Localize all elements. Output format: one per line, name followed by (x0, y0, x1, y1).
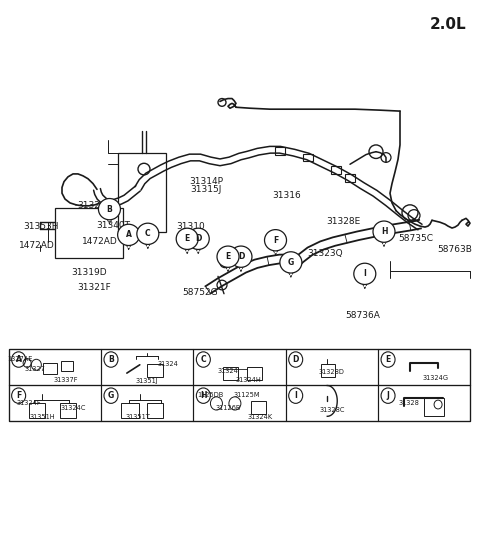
Text: 31327: 31327 (24, 366, 45, 372)
Bar (345, 174, 355, 182)
Bar (424, 398, 444, 416)
Circle shape (217, 246, 239, 267)
Bar (29, 404, 45, 418)
Circle shape (230, 246, 252, 267)
Text: 31324: 31324 (218, 368, 239, 374)
Bar (121, 403, 139, 418)
Text: 31328: 31328 (399, 400, 420, 406)
Text: 31324K: 31324K (247, 414, 272, 420)
Text: 31324C: 31324C (60, 405, 86, 411)
Text: 31324H: 31324H (236, 377, 262, 383)
Text: E: E (185, 234, 190, 243)
Bar (303, 153, 313, 161)
Bar (9, 349, 101, 384)
Bar (247, 367, 262, 380)
Text: 58736A: 58736A (346, 311, 381, 320)
Bar (147, 364, 163, 377)
Bar (378, 384, 470, 421)
Text: A: A (126, 230, 132, 239)
Text: E: E (385, 355, 391, 364)
Text: C: C (145, 229, 151, 238)
Circle shape (264, 229, 287, 251)
Circle shape (98, 199, 120, 220)
Text: B: B (107, 205, 112, 213)
Circle shape (118, 224, 140, 245)
Bar (101, 349, 193, 384)
Text: I: I (363, 270, 366, 278)
Text: G: G (108, 391, 114, 400)
Bar (43, 363, 57, 374)
Text: 31321F: 31321F (78, 283, 111, 292)
Bar (147, 403, 163, 418)
Text: F: F (16, 391, 21, 400)
Text: 31351T: 31351T (125, 414, 150, 420)
Text: D: D (195, 234, 202, 243)
Bar (331, 166, 341, 174)
Text: 31340T: 31340T (96, 221, 130, 230)
Bar (286, 349, 378, 384)
Text: 58763B: 58763B (437, 245, 472, 254)
Text: 58735C: 58735C (398, 234, 433, 243)
Text: 31353H: 31353H (23, 222, 59, 231)
Text: H: H (200, 391, 206, 400)
Text: 31328E: 31328E (326, 217, 360, 226)
Text: 31351J: 31351J (136, 378, 158, 384)
Text: H: H (381, 227, 387, 236)
Text: 31319D: 31319D (71, 268, 107, 277)
Bar (286, 384, 378, 421)
Text: 1472AD: 1472AD (82, 237, 117, 246)
Bar (251, 400, 265, 414)
Text: 31328D: 31328D (319, 370, 345, 376)
Text: E: E (226, 252, 230, 261)
Bar (61, 361, 73, 371)
Circle shape (176, 228, 198, 250)
Text: 31328C: 31328C (319, 407, 345, 413)
Bar (321, 364, 335, 377)
Text: 31328K: 31328K (78, 201, 112, 211)
Text: 1125DB: 1125DB (197, 393, 223, 399)
Text: J: J (386, 391, 389, 400)
Text: I: I (294, 391, 297, 400)
Bar (193, 384, 286, 421)
Text: 58752G: 58752G (183, 288, 218, 297)
Circle shape (354, 263, 376, 284)
Text: 31351H: 31351H (29, 414, 55, 420)
Text: 31315J: 31315J (191, 185, 222, 194)
Text: 31125M: 31125M (234, 393, 260, 399)
Circle shape (137, 223, 159, 244)
Text: D: D (292, 355, 299, 364)
Text: B: B (108, 355, 114, 364)
Text: 31126B: 31126B (216, 405, 241, 411)
Bar (223, 367, 238, 380)
Text: 31323Q: 31323Q (307, 249, 343, 257)
Bar (9, 349, 470, 421)
Text: 31324: 31324 (157, 361, 178, 367)
Bar (101, 384, 193, 421)
Text: A: A (16, 355, 22, 364)
Bar (193, 349, 286, 384)
Text: 2.0L: 2.0L (430, 18, 466, 32)
Circle shape (187, 228, 209, 250)
Text: G: G (288, 258, 294, 267)
Text: 31310: 31310 (177, 222, 205, 231)
Circle shape (373, 221, 395, 243)
Bar (378, 349, 470, 384)
Bar (9, 384, 101, 421)
Text: F: F (273, 236, 278, 245)
Bar (60, 404, 76, 418)
Text: 31324G: 31324G (422, 375, 448, 381)
Text: 31314P: 31314P (190, 177, 223, 186)
Text: D: D (238, 252, 244, 261)
Text: 1327AE: 1327AE (7, 356, 33, 362)
Text: 31324F: 31324F (17, 400, 41, 406)
Text: 31316: 31316 (273, 191, 301, 200)
Bar (55, 208, 123, 258)
Text: 1472AD: 1472AD (19, 241, 55, 250)
Text: 31337F: 31337F (54, 377, 78, 383)
Bar (275, 147, 285, 155)
Text: C: C (201, 355, 206, 364)
Bar (118, 153, 166, 232)
Circle shape (280, 252, 302, 273)
